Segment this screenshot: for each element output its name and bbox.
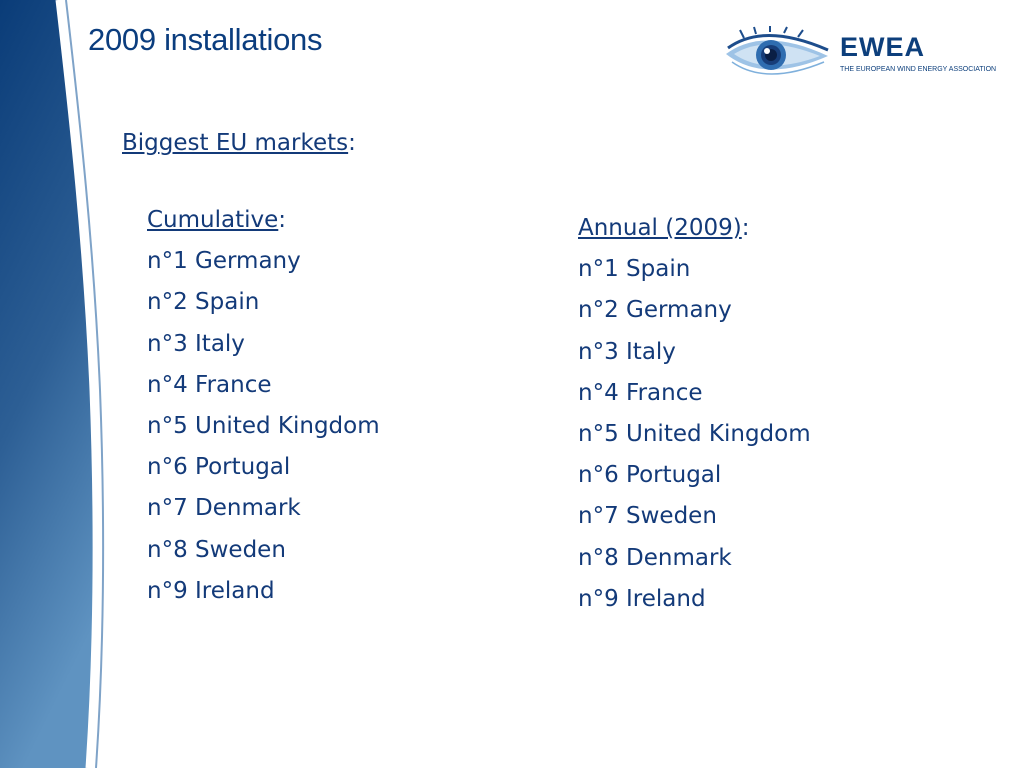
list-header: Annual (2009): bbox=[578, 212, 811, 253]
list-header: Cumulative: bbox=[147, 204, 380, 245]
list-item: n°6 Portugal bbox=[147, 454, 291, 481]
slide-title: 2009 installations bbox=[88, 22, 323, 57]
list-item: n°1 Germany bbox=[147, 248, 301, 275]
cumulative-label: Cumulative bbox=[147, 207, 279, 233]
list-item: n°2 Germany bbox=[578, 297, 732, 324]
list-item: n°2 Spain bbox=[147, 289, 260, 316]
list-item: n°7 Denmark bbox=[147, 495, 301, 522]
list-item: n°4 France bbox=[147, 371, 272, 398]
list-item: n°9 Ireland bbox=[578, 585, 706, 612]
eye-logo-icon bbox=[726, 26, 829, 75]
list-item: n°4 France bbox=[578, 379, 703, 406]
list-item: n°3 Italy bbox=[147, 330, 245, 357]
logo-wordmark: EWEA bbox=[840, 32, 925, 62]
list-item: n°9 Ireland bbox=[147, 577, 275, 604]
list-item: n°6 Portugal bbox=[578, 462, 722, 489]
list-item: n°5 United Kingdom bbox=[147, 412, 380, 439]
list-item: n°8 Denmark bbox=[578, 544, 732, 571]
annual-label: Annual (2009) bbox=[578, 215, 742, 241]
annual-ranking-list: Annual (2009): n°1 Spain n°2 Germany n°3… bbox=[578, 212, 811, 624]
heading-colon: : bbox=[348, 130, 356, 156]
list-item: n°5 United Kingdom bbox=[578, 420, 811, 447]
list-item: n°8 Sweden bbox=[147, 536, 286, 563]
decorative-side-stripe bbox=[0, 0, 105, 768]
list-item: n°1 Spain bbox=[578, 256, 691, 283]
logo-tagline: THE EUROPEAN WIND ENERGY ASSOCIATION bbox=[840, 66, 997, 73]
list-item: n°7 Sweden bbox=[578, 503, 717, 530]
section-heading: Biggest EU markets: bbox=[122, 130, 356, 156]
cumulative-colon: : bbox=[278, 207, 287, 233]
annual-colon: : bbox=[741, 215, 750, 241]
cumulative-ranking-list: Cumulative: n°1 Germany n°2 Spain n°3 It… bbox=[147, 204, 380, 616]
heading-label: Biggest EU markets bbox=[122, 130, 349, 156]
list-item: n°3 Italy bbox=[578, 338, 676, 365]
